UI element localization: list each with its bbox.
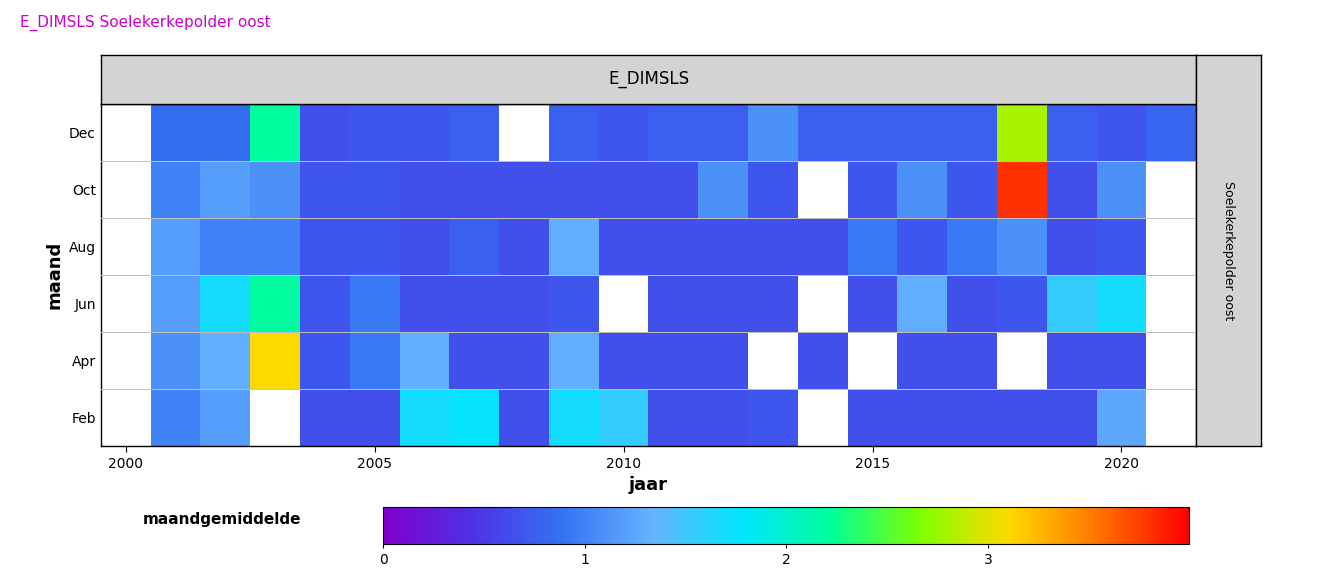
Text: Soelekerkepolder oost: Soelekerkepolder oost bbox=[1222, 181, 1235, 320]
Y-axis label: maand: maand bbox=[46, 241, 63, 309]
X-axis label: jaar: jaar bbox=[629, 476, 668, 494]
Text: maandgemiddelde: maandgemiddelde bbox=[142, 512, 301, 528]
Text: E_DIMSLS: E_DIMSLS bbox=[607, 70, 689, 88]
Text: E_DIMSLS Soelekerkepolder oost: E_DIMSLS Soelekerkepolder oost bbox=[20, 14, 270, 31]
